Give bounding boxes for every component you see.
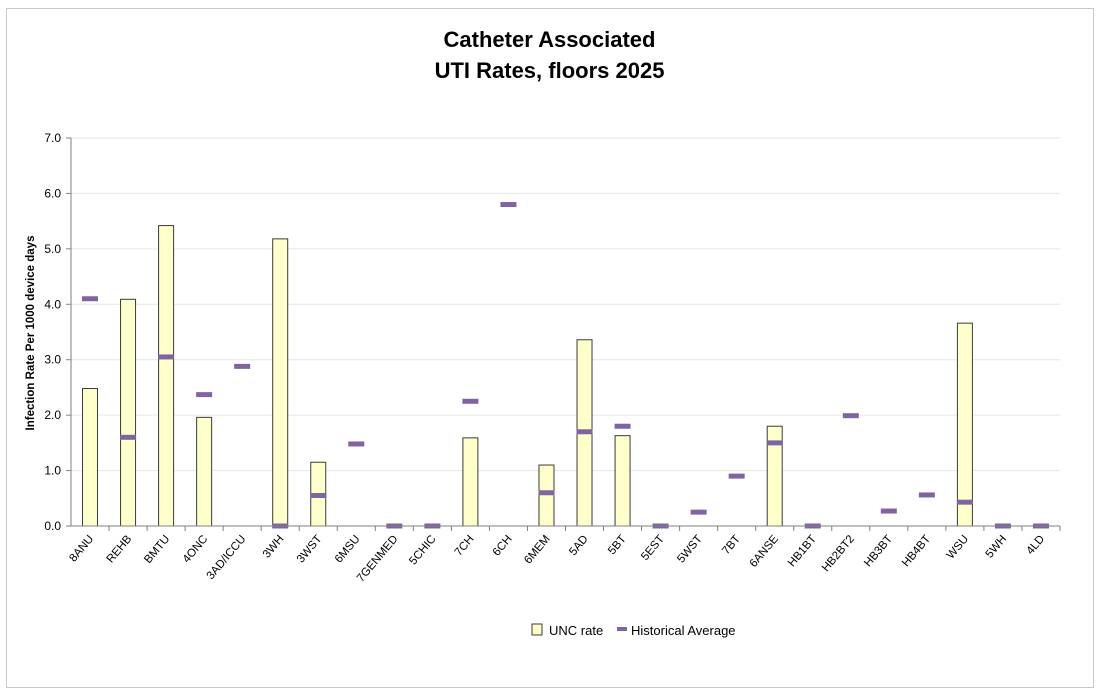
marker-historical-average xyxy=(690,509,707,515)
bar-unc-rate xyxy=(120,298,137,527)
x-tick-label: 3AD/ICCU xyxy=(205,533,249,582)
legend-label-historical-average: Historical Average xyxy=(631,623,736,638)
bar-unc-rate xyxy=(158,225,175,527)
bar-series xyxy=(82,225,973,527)
marker-historical-average xyxy=(842,413,859,419)
x-tick-label: 4ONC xyxy=(181,533,211,565)
y-tick-labels: 0.0 1.0 2.0 3.0 4.0 5.0 6.0 7.0 xyxy=(44,131,61,533)
y-tick-label: 5.0 xyxy=(44,242,61,256)
x-tick-label: 3WH xyxy=(261,533,287,560)
y-tick-label: 2.0 xyxy=(44,408,61,422)
bar-unc-rate xyxy=(614,435,631,527)
marker-historical-average xyxy=(234,363,251,369)
y-tick-label: 3.0 xyxy=(44,353,61,367)
bar-unc-rate xyxy=(956,322,973,527)
y-tick-label: 1.0 xyxy=(44,464,61,478)
chart-title-line2: UTI Rates, floors 2025 xyxy=(434,58,665,83)
x-tick-label: 6MSU xyxy=(333,533,363,565)
x-tick-label: 6MEM xyxy=(522,533,553,566)
x-tick-label: HB2BT2 xyxy=(820,533,857,574)
marker-historical-average xyxy=(120,434,137,440)
bar-unc-rate xyxy=(462,437,479,527)
x-tick-label: 5CHIC xyxy=(407,533,438,567)
marker-historical-average xyxy=(956,499,973,505)
legend-label-unc-rate: UNC rate xyxy=(549,623,603,638)
marker-historical-average xyxy=(196,392,213,398)
x-tick-label: 5WST xyxy=(675,533,705,565)
gridlines xyxy=(71,137,1060,472)
marker-historical-average xyxy=(614,423,631,429)
marker-historical-average xyxy=(766,440,783,446)
marker-historical-average xyxy=(500,202,517,208)
x-tick-label: REHB xyxy=(105,533,135,565)
chart-title: Catheter Associated UTI Rates, floors 20… xyxy=(0,24,1099,86)
x-tick-label: 6CH xyxy=(491,533,515,558)
bar-unc-rate xyxy=(196,416,213,527)
bar-unc-rate xyxy=(538,464,555,527)
x-tick-label: 5WH xyxy=(984,533,1010,560)
x-tick-label: 7CH xyxy=(453,533,477,558)
marker-historical-average xyxy=(538,490,555,496)
legend: UNC rate Historical Average xyxy=(531,623,736,638)
x-tick-label: HB1BT xyxy=(786,533,819,569)
y-tick-label: 4.0 xyxy=(44,297,61,311)
marker-historical-average xyxy=(918,492,935,498)
marker-historical-average xyxy=(728,473,745,479)
axes xyxy=(66,137,1061,531)
marker-historical-average xyxy=(310,493,327,499)
y-tick-label: 7.0 xyxy=(44,131,61,145)
y-tick-label: 0.0 xyxy=(44,519,61,533)
chart-frame xyxy=(6,8,1094,688)
chart-title-line1: Catheter Associated xyxy=(443,27,656,52)
x-tick-label: 8ANU xyxy=(67,533,96,564)
x-tick-label: HB3BT xyxy=(862,533,895,569)
marker-series xyxy=(82,202,1049,529)
x-tick-label: 4LD xyxy=(1025,533,1048,557)
marker-historical-average xyxy=(82,296,99,302)
legend-swatch-unc-rate xyxy=(531,623,543,636)
x-tick-label: 5AD xyxy=(567,533,591,558)
bar-unc-rate xyxy=(82,388,99,527)
y-axis-label: Infection Rate Per 1000 device days xyxy=(25,236,37,431)
x-tick-label: 5BT xyxy=(606,533,629,557)
marker-historical-average xyxy=(880,508,897,514)
marker-historical-average xyxy=(576,429,593,435)
marker-historical-average xyxy=(348,441,365,447)
x-tick-label: BMTU xyxy=(142,533,172,566)
marker-historical-average xyxy=(462,398,479,404)
x-tick-label: HB4BT xyxy=(900,533,933,569)
marker-historical-average xyxy=(158,354,175,360)
x-tick-label: WSU xyxy=(945,533,971,561)
x-tick-label: 5EST xyxy=(639,533,667,563)
x-tick-label: 7BT xyxy=(720,533,743,557)
legend-swatch-historical-average xyxy=(617,627,627,631)
x-tick-label: 3WST xyxy=(295,533,325,565)
y-tick-label: 6.0 xyxy=(44,186,61,200)
x-tick-label: 6ANSE xyxy=(748,533,782,570)
bar-unc-rate xyxy=(272,238,289,527)
